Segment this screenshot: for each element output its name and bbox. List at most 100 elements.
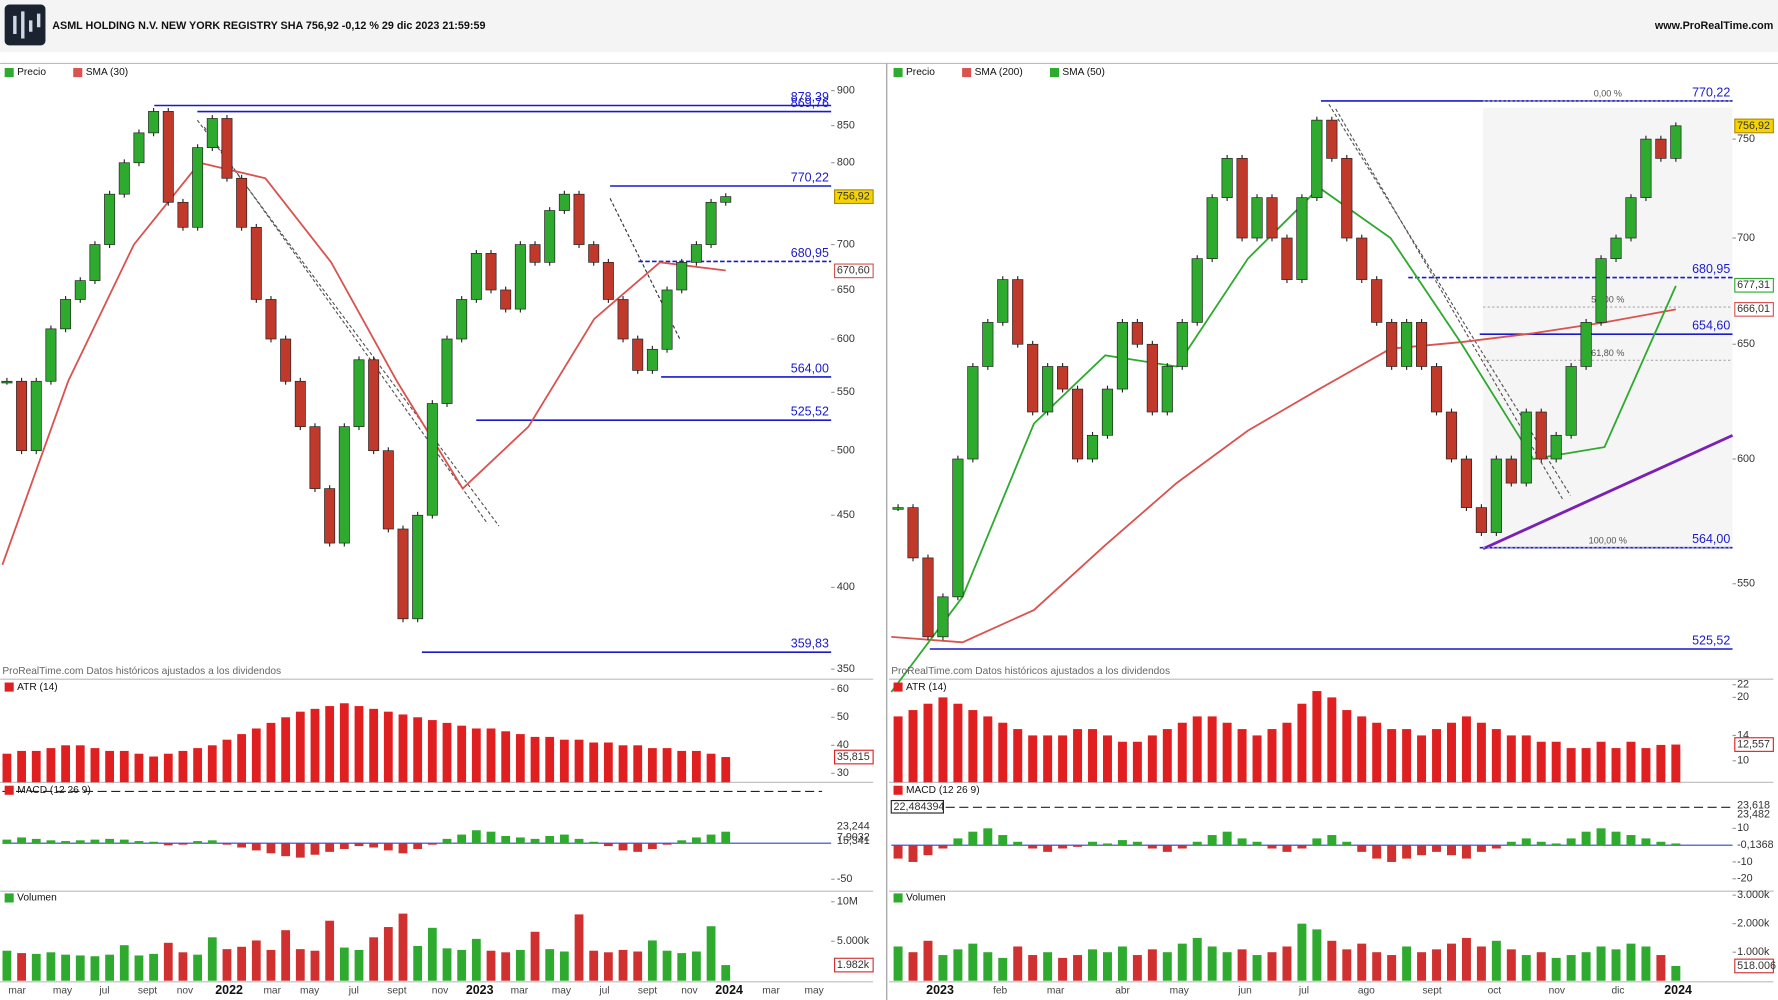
x-axis-label: nov	[681, 986, 698, 997]
volume-bar	[75, 955, 85, 981]
volume-bar	[1192, 937, 1202, 981]
volume-bar	[119, 945, 129, 981]
volume-bar	[647, 940, 657, 981]
volume-bar	[1581, 952, 1591, 981]
atr-bar	[354, 706, 364, 783]
candle	[1326, 119, 1338, 159]
macd-bar	[1506, 841, 1516, 846]
macd-bar	[1177, 845, 1187, 849]
tick-label: 30	[837, 767, 849, 779]
macd-bar	[574, 838, 584, 844]
candle	[1236, 158, 1248, 239]
legend-swatch	[73, 68, 83, 78]
candle	[1520, 411, 1532, 484]
macd-bar	[998, 835, 1008, 846]
tick-label: 50	[837, 711, 849, 723]
macd-bar	[398, 843, 408, 854]
candle	[1535, 411, 1547, 460]
macd-bar	[1521, 838, 1531, 846]
macd-bar	[310, 843, 320, 855]
macd-bar	[1267, 845, 1277, 849]
value-tag	[1734, 302, 1774, 317]
volume-bar	[1312, 929, 1322, 981]
sma-line	[1, 161, 726, 566]
volume-bar	[207, 937, 217, 981]
fib-label: 61,80 %	[1591, 348, 1624, 358]
volume-bar	[46, 952, 56, 981]
volume-bar	[998, 957, 1008, 981]
tick-label: 750	[1737, 133, 1755, 145]
candle	[1221, 158, 1233, 198]
candle	[192, 147, 204, 228]
macd-bar	[923, 845, 933, 856]
macd-bar	[193, 841, 203, 844]
volume-bar	[1252, 955, 1262, 981]
value-tag	[1734, 958, 1774, 974]
level-label: 654,60	[1692, 319, 1730, 333]
candle	[1311, 119, 1323, 198]
macd-bar	[1147, 845, 1157, 849]
macd-bar	[1088, 841, 1098, 846]
volume-bar	[149, 953, 159, 981]
legend-swatch	[962, 68, 972, 78]
atr-bar	[1013, 729, 1023, 783]
volume-bar	[1521, 955, 1531, 981]
candle	[1356, 237, 1368, 280]
macd-bar	[61, 841, 70, 844]
macd-bar	[1327, 835, 1337, 846]
value-tag-label: 756,92	[1737, 120, 1770, 132]
candle	[617, 299, 629, 340]
macd-bar	[1028, 845, 1038, 849]
macd-bar	[721, 831, 731, 844]
candle	[485, 253, 497, 291]
x-axis-label: may	[1170, 986, 1190, 997]
atr-bar	[545, 736, 555, 783]
macd-bar	[968, 831, 978, 846]
atr-bar	[1581, 748, 1591, 783]
x-axis-label: mar	[8, 986, 26, 997]
atr-bar	[413, 717, 423, 783]
candle	[1116, 322, 1129, 390]
macd-bar	[1387, 845, 1397, 862]
macd-bar	[1476, 845, 1486, 852]
atr-bar	[706, 753, 716, 783]
candle	[104, 193, 116, 245]
volume-bar	[1058, 957, 1068, 981]
volume-bar	[1297, 923, 1307, 981]
tick-label: 10	[1737, 755, 1749, 767]
macd-bar	[1207, 835, 1217, 846]
candle	[720, 196, 732, 203]
candle	[177, 201, 189, 228]
macd-bar	[893, 845, 903, 859]
x-axis-label: nov	[432, 986, 449, 997]
macd-bar	[1417, 845, 1427, 856]
volume-bar	[1073, 955, 1083, 981]
atr-bar	[662, 748, 672, 783]
atr-bar	[559, 739, 569, 783]
volume-bar	[1237, 949, 1247, 981]
logo	[4, 4, 46, 46]
atr-bar	[75, 745, 85, 783]
atr-bar	[893, 716, 903, 783]
atr-bar	[1207, 716, 1217, 783]
tick-label: 700	[1737, 232, 1755, 244]
macd-bar	[486, 831, 496, 844]
macd-bar	[1536, 841, 1546, 846]
volume-bar	[1043, 952, 1053, 981]
atr-bar	[1402, 729, 1412, 783]
volume-bar	[559, 951, 569, 981]
macd-bar	[706, 834, 716, 844]
candle	[1296, 197, 1308, 280]
x-axis-label: sept	[138, 986, 157, 997]
header-site[interactable]: www.ProRealTime.com	[1654, 20, 1773, 32]
candle	[1550, 434, 1562, 460]
volume-bar	[1132, 955, 1142, 981]
macd-bar	[1402, 845, 1412, 859]
atr-bar	[207, 745, 217, 783]
candle	[982, 322, 994, 367]
tick-label: 800	[837, 157, 855, 169]
level-label: 869,76	[791, 96, 829, 110]
candle	[922, 557, 934, 638]
volume-bar	[1207, 946, 1217, 981]
